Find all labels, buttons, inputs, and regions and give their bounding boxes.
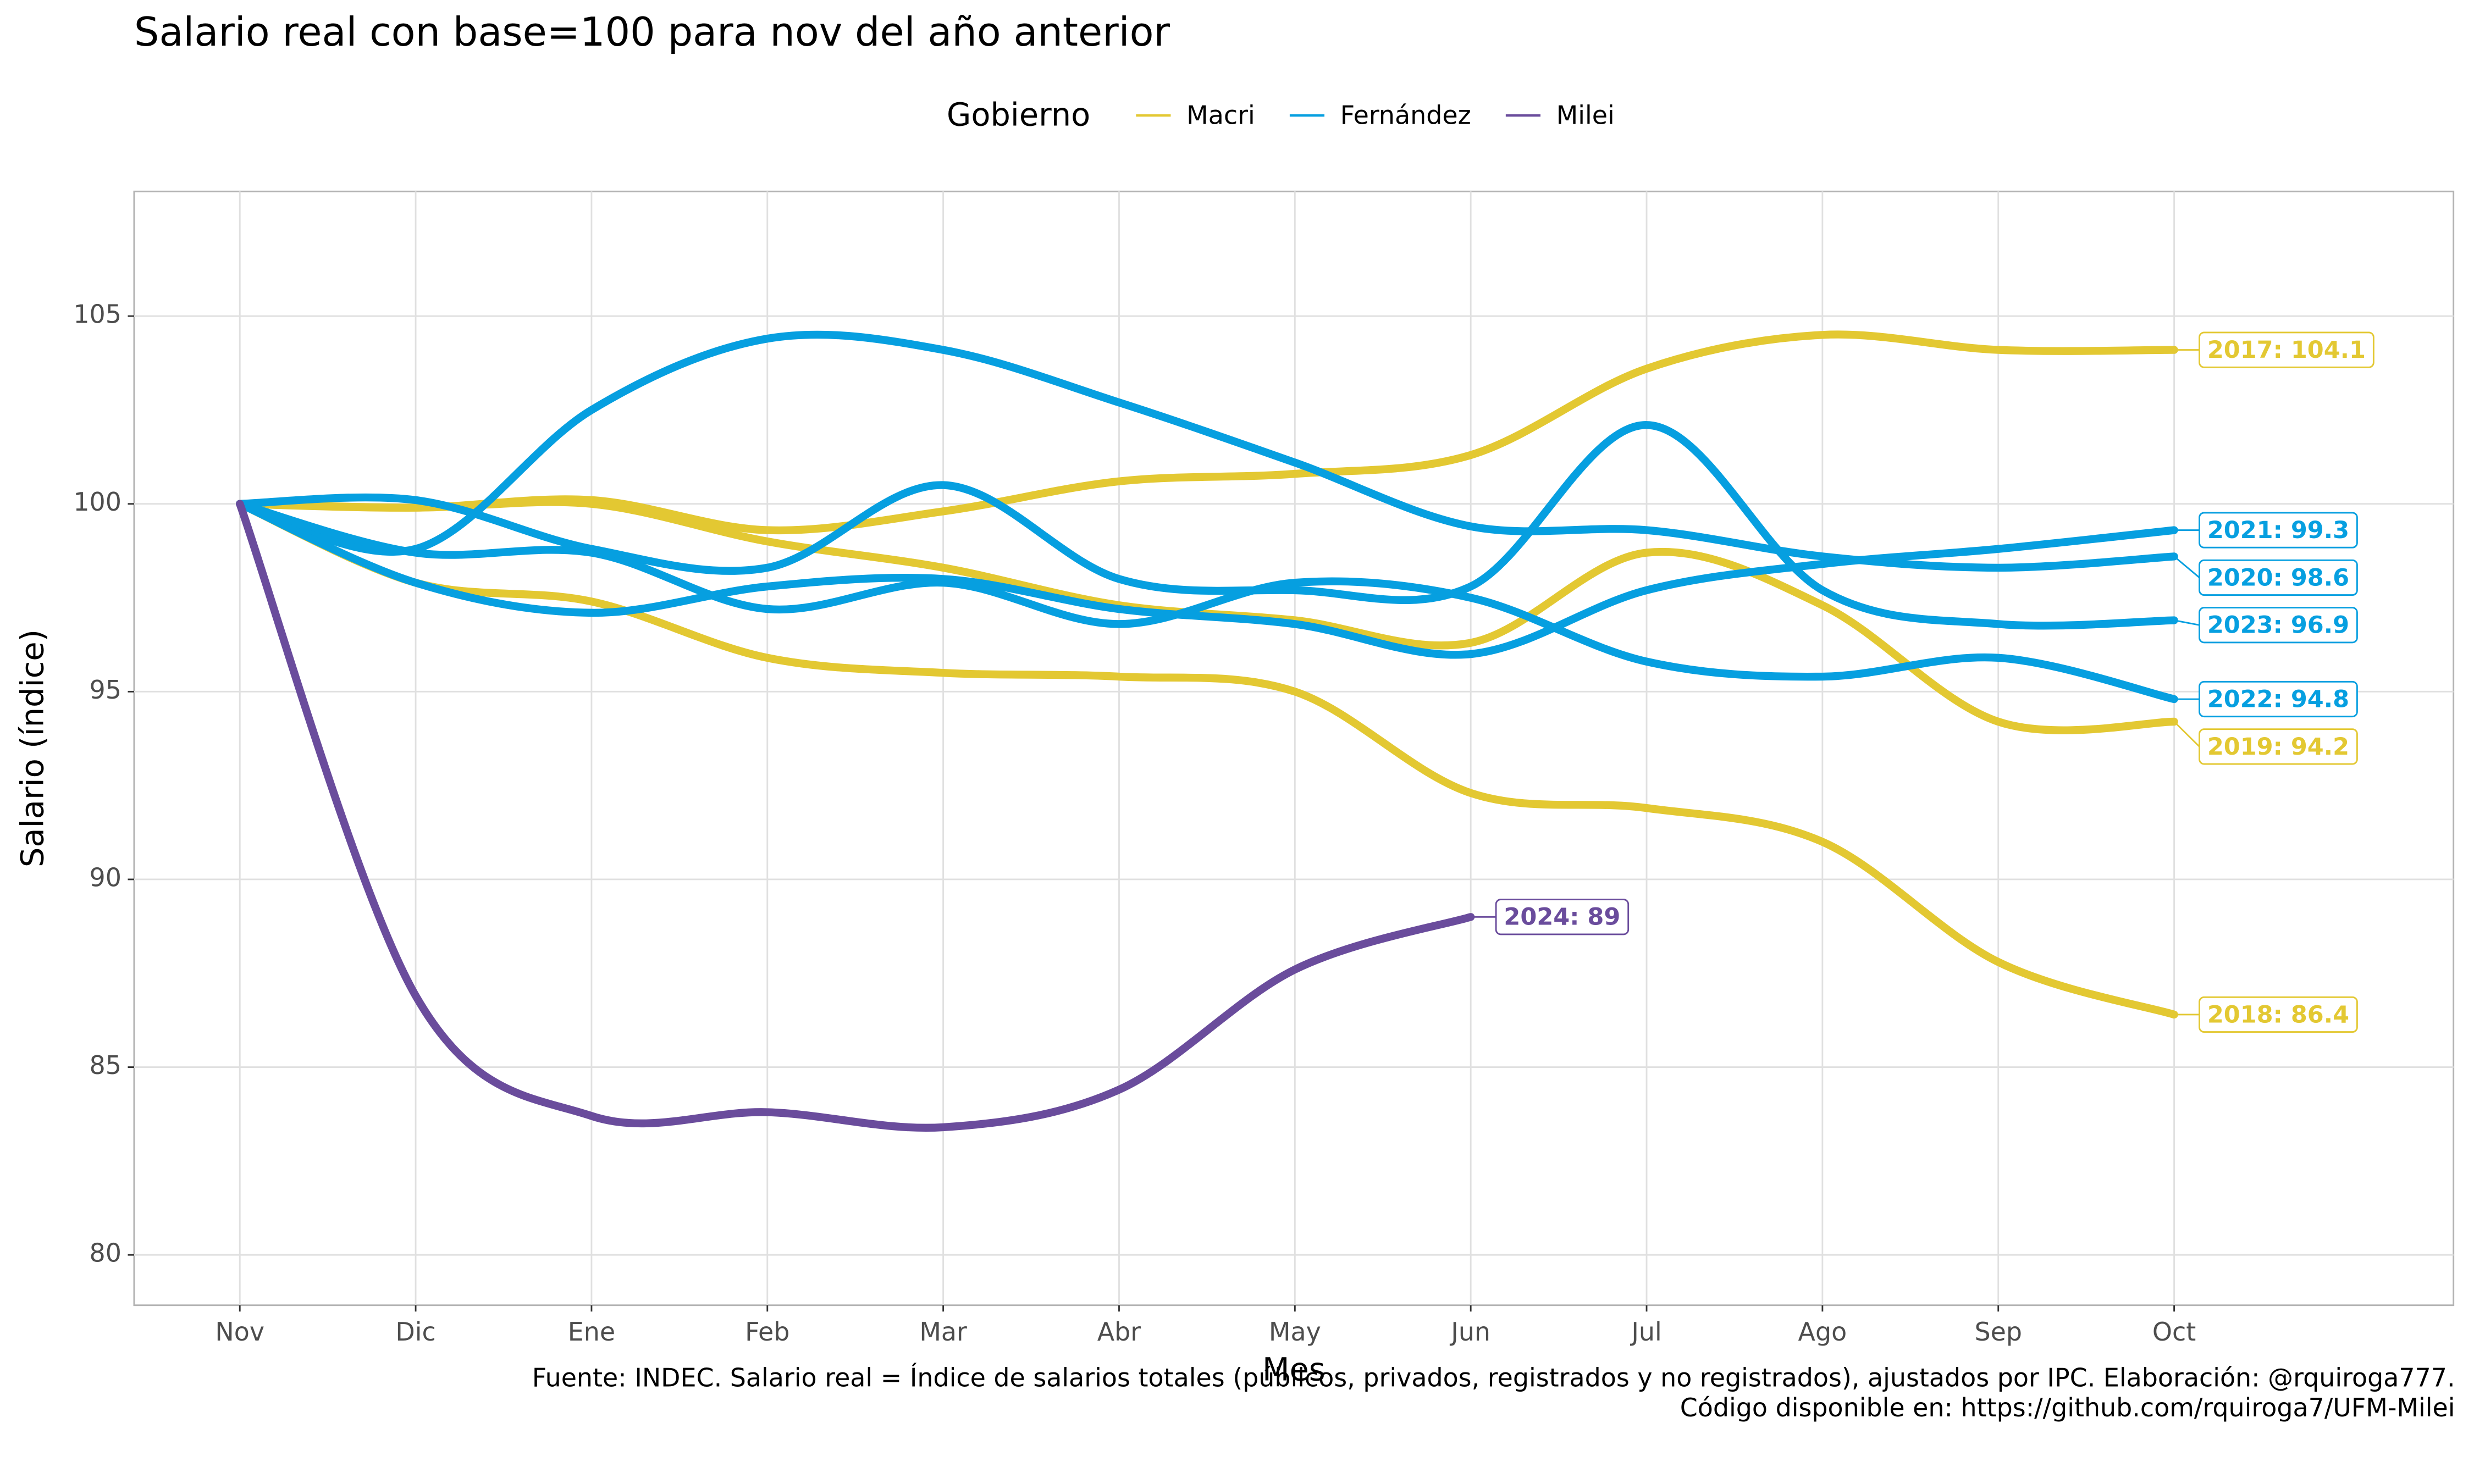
series-line [236, 500, 2178, 1019]
y-tick-label: 95 [90, 675, 122, 705]
end-label: 2022: 94.8 [2174, 680, 2358, 718]
label-box [2199, 728, 2358, 765]
y-tick-label: 105 [73, 300, 122, 329]
x-tick-label: Jul [1630, 1317, 1661, 1347]
x-tick-label: Feb [745, 1317, 789, 1347]
y-tick-label: 80 [90, 1238, 122, 1268]
label-text: 2024: 89 [1504, 904, 1620, 931]
x-tick-label: Nov [215, 1317, 264, 1347]
x-tick-label: Ene [568, 1317, 615, 1347]
legend-label: Milei [1556, 100, 1615, 130]
x-axis-title: Mes [1262, 1351, 1326, 1388]
label-box [2199, 331, 2374, 368]
end-label: 2024: 89 [1471, 899, 1630, 935]
label-leader [2173, 721, 2200, 747]
end-label: 2021: 99.3 [2174, 512, 2358, 549]
label-text: 2018: 86.4 [2207, 1001, 2349, 1028]
end-label: 2023: 96.9 [2174, 607, 2358, 644]
x-tick-label: Mar [919, 1317, 967, 1347]
series-line [236, 500, 2178, 659]
caption: Fuente: INDEC. Salario real = Índice de … [532, 1363, 2455, 1392]
y-tick-label: 90 [90, 862, 122, 892]
caption: Código disponible en: https://github.com… [1680, 1393, 2455, 1422]
y-tick-label: 100 [73, 487, 122, 517]
label-text: 2023: 96.9 [2207, 612, 2349, 639]
end-label: 2020: 98.6 [2173, 556, 2358, 596]
series-line [236, 421, 2178, 630]
x-tick-label: Dic [395, 1317, 435, 1347]
label-box [2199, 996, 2358, 1033]
label-box [2199, 559, 2358, 596]
label-box [1495, 899, 1630, 935]
legend-title: Gobierno [947, 97, 1090, 134]
label-box [2199, 607, 2358, 644]
end-label: 2018: 86.4 [2174, 996, 2358, 1033]
plot-panel [133, 190, 2455, 1306]
label-text: 2020: 98.6 [2207, 564, 2349, 591]
x-tick-label: May [1269, 1317, 1321, 1347]
y-axis-title: Salario (índice) [14, 629, 51, 867]
series-line [236, 330, 2178, 572]
label-text: 2017: 104.1 [2207, 336, 2366, 364]
label-leader [2173, 556, 2200, 579]
series-line [236, 500, 1475, 1132]
end-label: 2017: 104.1 [2174, 331, 2374, 368]
label-text: 2022: 94.8 [2207, 685, 2349, 713]
x-tick-label: Jun [1449, 1317, 1490, 1347]
x-tick-label: Oct [2152, 1317, 2196, 1347]
legend-label: Fernández [1340, 100, 1471, 130]
legend-label: Macri [1186, 100, 1255, 130]
series-line [236, 500, 2178, 704]
end-label: 2019: 94.2 [2173, 721, 2358, 765]
label-leader [2174, 619, 2200, 626]
x-tick-label: Sep [1974, 1317, 2022, 1347]
label-box [2199, 512, 2358, 549]
label-box [2199, 680, 2358, 718]
label-text: 2019: 94.2 [2207, 733, 2349, 761]
y-tick-label: 85 [90, 1050, 122, 1080]
x-tick-label: Abr [1097, 1317, 1141, 1347]
label-text: 2021: 99.3 [2207, 517, 2349, 544]
chart-title: Salario real con base=100 para nov del a… [134, 9, 1170, 55]
x-tick-label: Ago [1798, 1317, 1847, 1347]
